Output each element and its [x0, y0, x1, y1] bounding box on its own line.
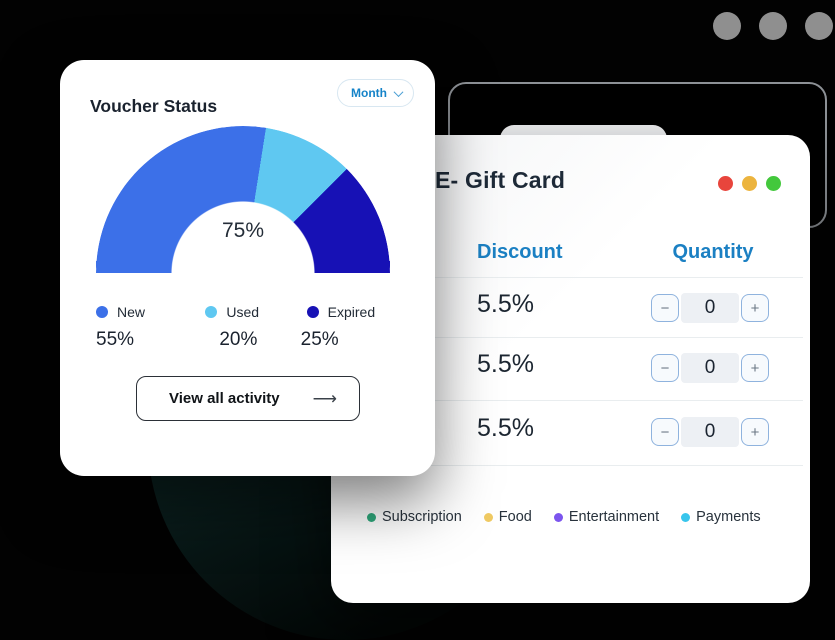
- chevron-down-icon: [393, 86, 404, 97]
- window-control-minimize-icon[interactable]: [742, 176, 757, 191]
- quantity-value: 0: [681, 293, 739, 323]
- legend-label: Food: [498, 509, 532, 525]
- legend-label: Payments: [696, 509, 761, 525]
- column-header-quantity: Quantity: [672, 241, 754, 263]
- legend-item: Subscription: [367, 509, 462, 525]
- gift-card-title: E- Gift Card: [435, 167, 566, 193]
- legend-percentage: 25%: [300, 329, 339, 350]
- legend-dot-expired: [306, 306, 319, 318]
- legend-item-new: New 55%: [96, 304, 197, 351]
- background-dots: [713, 12, 833, 40]
- legend-dot-new: [96, 306, 108, 318]
- legend-percentage: 20%: [219, 329, 258, 350]
- legend-label: Entertainment: [568, 509, 660, 525]
- increment-button[interactable]: +: [741, 354, 769, 382]
- legend-label: New: [117, 304, 146, 320]
- gauge-center-label: 75%: [221, 219, 265, 242]
- window-control-expand-icon[interactable]: [766, 176, 781, 191]
- voucher-status-panel: Voucher Status Month 75% New 55% U: [60, 60, 435, 476]
- increment-button[interactable]: +: [741, 294, 769, 322]
- window-controls: [718, 176, 781, 191]
- increment-button[interactable]: +: [741, 418, 769, 446]
- voucher-status-title: Voucher Status: [90, 96, 218, 116]
- period-dropdown-value: Month: [351, 86, 387, 100]
- divider: [371, 337, 803, 338]
- legend-percentage: 55%: [96, 329, 135, 350]
- decrement-button[interactable]: −: [651, 418, 679, 446]
- decrement-button[interactable]: −: [651, 294, 679, 322]
- quantity-value: 0: [681, 353, 739, 383]
- table-row: 5.5% − 0 +: [331, 414, 810, 448]
- gift-card-panel: E- Gift Card Discount Quantity 5.5% − 0 …: [331, 135, 810, 603]
- table-row: 5.5% − 0 +: [331, 290, 810, 324]
- discount-value: 5.5%: [477, 414, 534, 442]
- legend-item-expired: Expired 25%: [299, 304, 400, 351]
- legend-label: Used: [226, 304, 260, 320]
- legend-item-used: Used 20%: [197, 304, 298, 351]
- decor-dot: [759, 12, 787, 40]
- column-header-discount: Discount: [477, 241, 563, 263]
- decrement-button[interactable]: −: [651, 354, 679, 382]
- gauge-arc: [96, 126, 390, 273]
- button-label: View all activity: [169, 390, 280, 407]
- legend-dot-subscription: [367, 512, 376, 522]
- gauge-cap-left: [96, 261, 171, 273]
- gauge-cap-right: [315, 261, 390, 273]
- decor-dot: [713, 12, 741, 40]
- quantity-value: 0: [681, 417, 739, 447]
- arrow-right-icon: ⟶: [312, 388, 337, 408]
- legend-item: Payments: [681, 509, 761, 525]
- divider: [371, 400, 803, 401]
- voucher-gauge-chart: 75%: [96, 126, 390, 273]
- period-dropdown[interactable]: Month: [337, 79, 414, 107]
- legend-item: Food: [483, 509, 532, 525]
- discount-value: 5.5%: [477, 290, 534, 318]
- divider: [371, 277, 803, 278]
- gauge-legend: New 55% Used 20% Expired 25%: [96, 304, 400, 351]
- quantity-stepper: − 0 +: [651, 293, 771, 323]
- quantity-stepper: − 0 +: [651, 353, 771, 383]
- window-control-close-icon[interactable]: [718, 176, 733, 191]
- legend-dot-used: [205, 306, 218, 318]
- category-legend: Subscription Food Entertainment Payments: [367, 509, 761, 525]
- legend-dot-entertainment: [553, 512, 563, 522]
- divider: [371, 465, 803, 466]
- legend-item: Entertainment: [553, 509, 660, 525]
- quantity-stepper: − 0 +: [651, 417, 771, 447]
- table-row: 5.5% − 0 +: [331, 350, 810, 384]
- legend-label: Subscription: [382, 509, 462, 525]
- decor-dot: [805, 12, 833, 40]
- discount-value: 5.5%: [477, 350, 534, 378]
- view-all-activity-button[interactable]: View all activity ⟶: [136, 376, 360, 421]
- legend-dot-food: [483, 512, 493, 522]
- legend-dot-payments: [681, 512, 691, 522]
- legend-label: Expired: [327, 304, 376, 320]
